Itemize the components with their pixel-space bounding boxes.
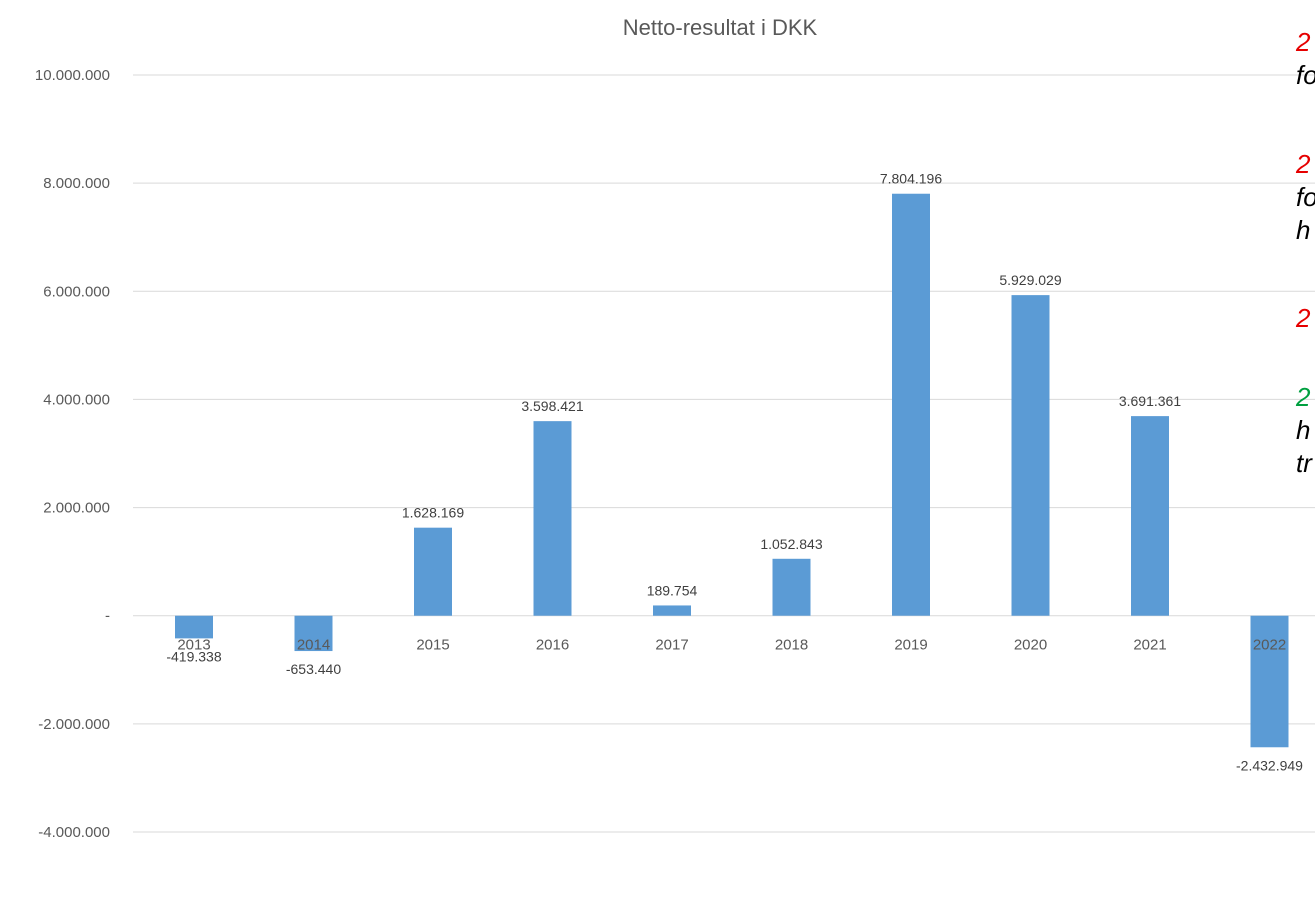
bar-2022	[1250, 615, 1289, 748]
x-tick-label: 2015	[416, 637, 449, 654]
x-axis-ticks: 2013 2014 2015 2016 2017 2018 2019 2020 2021 2022	[177, 637, 1286, 654]
y-tick-label: -2.000.000	[38, 716, 110, 733]
data-label: 189.754	[647, 582, 698, 598]
side-note-text: 2	[1296, 149, 1311, 179]
side-note-text: 2	[1296, 382, 1311, 412]
bar-2020	[1011, 295, 1050, 616]
data-label: 5.929.029	[999, 272, 1061, 288]
side-note-text: 2	[1296, 27, 1311, 57]
side-note-text: fo	[1296, 60, 1315, 90]
data-label: 3.598.421	[521, 398, 583, 414]
side-note-text: fo	[1296, 182, 1315, 212]
x-tick-label: 2018	[775, 637, 808, 654]
y-tick-label: -4.000.000	[38, 824, 110, 841]
data-labels: -419.338 -653.440 1.628.169 3.598.421 189.75…	[166, 171, 1303, 774]
data-label: -653.440	[286, 661, 341, 677]
x-tick-label: 2021	[1133, 637, 1166, 654]
bar-2015	[414, 527, 452, 616]
x-tick-label: 2020	[1014, 637, 1047, 654]
y-tick-label: -	[105, 608, 110, 625]
bar-2017	[653, 605, 691, 616]
y-tick-label: 4.000.000	[43, 391, 110, 408]
side-note-text: h	[1296, 415, 1311, 445]
x-tick-label: 2019	[894, 637, 927, 654]
y-tick-label: 2.000.000	[43, 500, 110, 517]
bar-2016	[533, 421, 572, 616]
data-label: -2.432.949	[1236, 757, 1303, 773]
x-tick-label: 2014	[297, 637, 330, 654]
side-note-text: h	[1296, 215, 1311, 245]
y-tick-label: 6.000.000	[43, 283, 110, 300]
side-note-text: 2	[1296, 303, 1311, 333]
y-tick-label: 8.000.000	[43, 175, 110, 192]
bar-2021	[1131, 416, 1169, 616]
data-label: -419.338	[166, 648, 221, 664]
x-tick-label: 2022	[1253, 637, 1286, 654]
bar-2019	[892, 193, 930, 616]
bar-2014	[294, 615, 333, 652]
x-tick-label: 2017	[655, 637, 688, 654]
data-label: 3.691.361	[1119, 393, 1181, 409]
bar-2018	[772, 558, 811, 616]
y-axis-ticks: -4.000.000-2.000.000-2.000.0004.000.0006…	[35, 67, 110, 841]
chart-title: Netto-resultat i DKK	[623, 15, 818, 40]
x-tick-label: 2016	[536, 637, 569, 654]
bars	[175, 193, 1289, 748]
x-tick-label: 2013	[177, 637, 210, 654]
data-label: 1.052.843	[760, 536, 822, 552]
side-note-text: tr	[1296, 448, 1312, 478]
data-label: 1.628.169	[402, 505, 464, 521]
y-tick-label: 10.000.000	[35, 67, 110, 84]
bar-2013	[175, 615, 213, 639]
data-label: 7.804.196	[880, 171, 942, 187]
